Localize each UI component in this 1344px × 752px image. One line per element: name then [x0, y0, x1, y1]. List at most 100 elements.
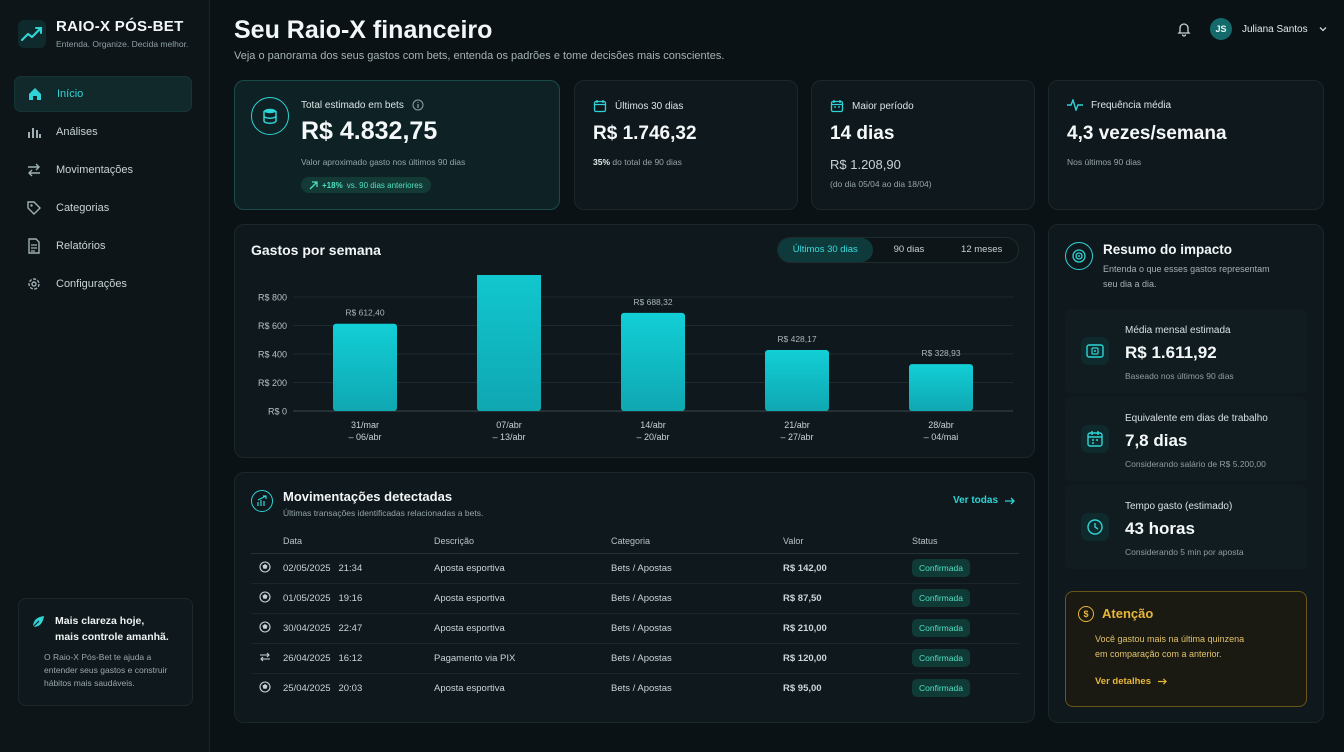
sidebar-item-analises[interactable]: Análises [14, 114, 192, 150]
tag-icon [27, 201, 41, 215]
date-cell: 30/04/2025 22:47 [283, 613, 434, 644]
leaf-icon [32, 616, 44, 628]
amount-cell: R$ 95,00 [783, 682, 822, 694]
sidebar-nav: Início Análises Movimentações Categorias… [14, 76, 192, 304]
sidebar-item-movimentacoes[interactable]: Movimentações [14, 152, 192, 188]
status-cell: Confirmada [912, 673, 1019, 703]
chart-title: Gastos por semana [251, 242, 381, 258]
user-name: Juliana Santos [1242, 23, 1308, 35]
avatar: JS [1210, 18, 1232, 40]
impact-item-time: Tempo gasto (estimado) 43 horas Consider… [1065, 485, 1307, 569]
stat-value: 4,3 vezes/semana [1067, 123, 1227, 144]
status-cell: Confirmada [912, 583, 1019, 614]
x-tick-label: – 20/abr [636, 432, 669, 442]
weekly-bar-chart: R$ 0 R$ 200 R$ 400 R$ 600 R$ 800 R$ 612,40 31/… [258, 275, 1013, 442]
x-tick-label: 28/abr [928, 420, 954, 430]
table-row[interactable]: 26/04/2025 16:12 Pagamento via PIX Bets / … [251, 643, 1019, 674]
x-tick-label: 21/abr [784, 420, 810, 430]
description-cell: Aposta esportiva [434, 613, 611, 644]
category-cell: Bets / Apostas [611, 553, 783, 584]
category-cell: Bets / Apostas [611, 682, 672, 694]
row-icon-cell [251, 583, 283, 614]
stat-note: do total de 90 dias [612, 157, 682, 167]
stat-label: Últimos 30 dias [615, 100, 684, 112]
sidebar-item-relatorios[interactable]: Relatórios [14, 228, 192, 264]
document-icon [28, 238, 40, 254]
tab-12-meses[interactable]: 12 meses [961, 244, 1003, 255]
impact-card: Resumo do impacto Entenda o que esses ga… [1048, 224, 1324, 723]
trend-note: vs. 90 dias anteriores [346, 180, 423, 190]
table-row[interactable]: 01/05/2025 19:16 Aposta esportiva Bets / A… [251, 583, 1019, 614]
impact-note: Baseado nos últimos 90 dias [1125, 371, 1234, 381]
bar [621, 312, 685, 411]
column-header[interactable]: Valor [783, 529, 912, 554]
transfer-icon [259, 651, 271, 663]
trend-up-icon [309, 180, 318, 189]
alert-text: Você gastou mais na última quinzena em c… [1095, 634, 1245, 659]
sidebar-item-inicio[interactable]: Início [14, 76, 192, 112]
ball-icon [259, 560, 271, 573]
amount-cell: R$ 87,50 [783, 583, 912, 614]
status-badge: Confirmada [912, 619, 970, 637]
attention-alert: $ Atenção Você gastou mais na última qui… [1065, 591, 1307, 707]
x-tick-label: 14/abr [640, 420, 666, 430]
row-icon-cell [251, 613, 283, 644]
tab-30-dias[interactable]: Últimos 30 dias [778, 238, 873, 262]
user-menu[interactable]: JS Juliana Santos [1210, 18, 1328, 40]
tab-90-dias[interactable]: 90 dias [893, 244, 925, 255]
column-header[interactable]: Descrição [434, 529, 611, 554]
stat-note: Nos últimos 90 dias [1067, 157, 1142, 167]
stat-note: Valor aproximado gasto nos últimos 90 di… [301, 157, 466, 167]
stat-label: Frequência média [1091, 99, 1172, 111]
arrow-right-icon [1157, 678, 1167, 685]
y-tick-label: R$ 200 [258, 378, 287, 388]
column-header[interactable]: Categoria [611, 529, 783, 554]
status-cell: Confirmada [912, 613, 1019, 644]
sidebar-item-configuracoes[interactable]: Configurações [14, 266, 192, 302]
chevron-down-icon [1319, 27, 1327, 32]
description-cell: Aposta esportiva [434, 583, 611, 614]
brand[interactable]: RAIO-X PÓS-BET Entenda. Organize. Decida… [18, 18, 188, 49]
impact-subtitle: Entenda o que esses gastos representam s… [1103, 264, 1270, 289]
transactions-title: Movimentações detectadas [283, 489, 453, 504]
category-cell: Bets / Apostas [611, 613, 783, 644]
view-details-link[interactable]: Ver detalhes [1095, 676, 1168, 687]
impact-value: R$ 1.611,92 [1125, 343, 1217, 362]
stat-card-biggest: Maior período 14 dias R$ 1.208,90 (do di… [811, 80, 1035, 210]
date-cell: 01/05/2025 19:16 [283, 583, 434, 614]
ball-icon [259, 620, 271, 633]
chart-growth-icon [251, 490, 273, 512]
period-tabs: Últimos 30 dias 90 dias 12 meses [777, 237, 1019, 263]
calendar-icon [593, 100, 607, 113]
y-tick-label: R$ 0 [268, 407, 287, 417]
promo-text: O Raio-X Pós-Bet te ajuda a entender seu… [44, 652, 168, 688]
alert-title: Atenção [1102, 606, 1154, 621]
info-icon[interactable] [412, 99, 424, 111]
sidebar-item-categorias[interactable]: Categorias [14, 190, 192, 226]
sidebar-item-label: Início [57, 87, 84, 100]
data-label: R$ 612,40 [345, 308, 384, 318]
bell-icon[interactable] [1176, 21, 1192, 37]
sidebar: RAIO-X PÓS-BET Entenda. Organize. Decida… [0, 0, 210, 752]
icon-col-header [251, 529, 283, 554]
trend-value: +18% [322, 180, 343, 190]
brand-title: RAIO-X PÓS-BET [56, 18, 184, 35]
impact-title: Resumo do impacto [1103, 242, 1233, 257]
x-tick-label: – 27/abr [780, 432, 813, 442]
impact-item-monthly: Média mensal estimada R$ 1.611,92 Basead… [1065, 309, 1307, 393]
row-icon-cell [251, 673, 283, 703]
view-all-link[interactable]: Ver todas [953, 495, 1016, 506]
column-header[interactable]: Data [283, 529, 434, 554]
y-tick-label: R$ 800 [258, 293, 287, 303]
database-icon [251, 97, 289, 135]
bar [477, 275, 541, 411]
table-row[interactable]: 25/04/2025 20:03 Aposta esportiva Bets / A… [251, 673, 1019, 703]
table-row[interactable]: 02/05/2025 21:34 Aposta esportiva Bets / A… [251, 553, 1019, 584]
table-row[interactable]: 30/04/2025 22:47 Aposta esportiva Bets / A… [251, 613, 1019, 644]
view-all-label: Ver todas [953, 495, 999, 506]
impact-label: Tempo gasto (estimado) [1125, 501, 1233, 512]
x-tick-label: 31/mar [351, 420, 379, 430]
status-badge: Confirmada [912, 589, 970, 607]
bar [333, 323, 397, 411]
column-header[interactable]: Status [912, 529, 1019, 554]
